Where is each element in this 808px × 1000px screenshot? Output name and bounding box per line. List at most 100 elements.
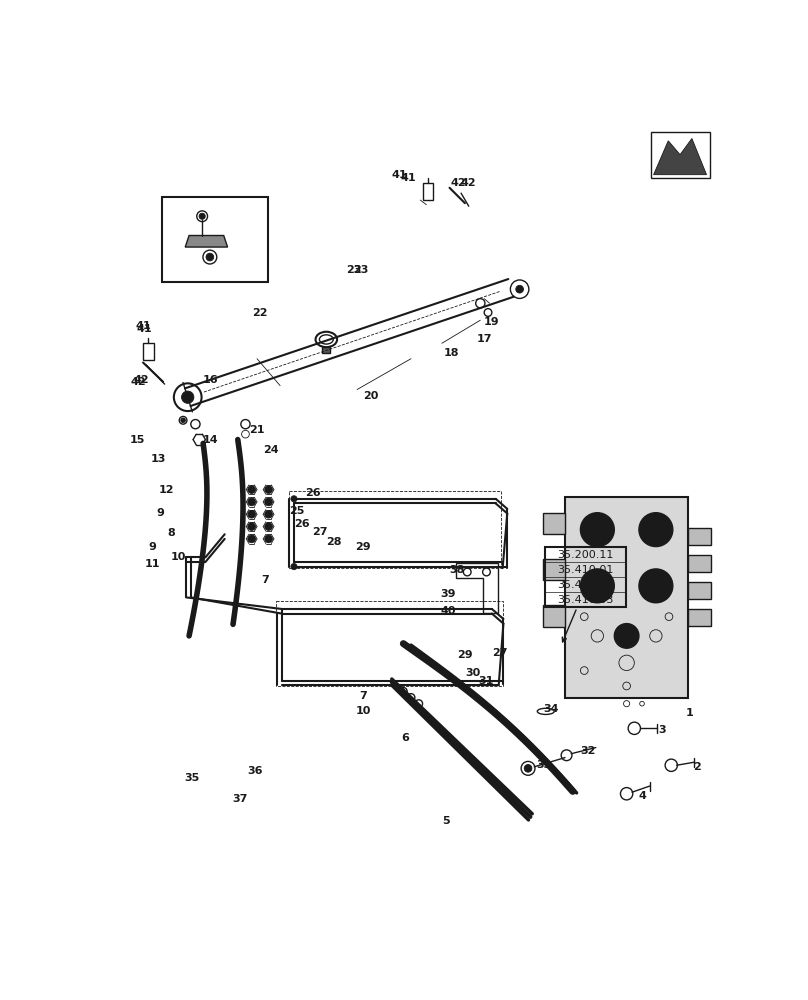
Bar	[544, 605, 565, 627]
Text: 37: 37	[233, 794, 248, 804]
Circle shape	[639, 569, 673, 603]
Polygon shape	[654, 138, 706, 175]
Text: 3: 3	[659, 725, 666, 735]
Circle shape	[265, 535, 272, 543]
Text: 41: 41	[137, 324, 153, 334]
Bar	[544, 513, 565, 534]
Text: 26: 26	[305, 488, 320, 498]
Polygon shape	[185, 235, 228, 247]
Bar	[162, 197, 268, 282]
Text: 9: 9	[156, 508, 164, 518]
Circle shape	[248, 486, 255, 493]
Text: 27: 27	[313, 527, 328, 537]
Text: 14: 14	[203, 435, 219, 445]
Text: 4: 4	[638, 791, 646, 801]
Circle shape	[265, 498, 272, 506]
Circle shape	[265, 523, 272, 530]
Text: 25: 25	[289, 506, 305, 516]
Circle shape	[248, 523, 255, 530]
Text: 35.200.11: 35.200.11	[557, 550, 613, 560]
Bar	[688, 555, 711, 572]
Circle shape	[248, 535, 255, 543]
Text: 7: 7	[360, 691, 367, 701]
Circle shape	[516, 285, 524, 293]
Circle shape	[639, 513, 673, 547]
Text: 10: 10	[356, 706, 371, 716]
Bar	[565, 497, 688, 698]
Circle shape	[199, 213, 205, 219]
Text: 20: 20	[364, 391, 379, 401]
Text: 11: 11	[145, 559, 160, 569]
Text: 8: 8	[167, 528, 175, 538]
Text: 1: 1	[686, 708, 693, 718]
Text: 41: 41	[392, 170, 407, 180]
Circle shape	[524, 764, 532, 772]
Text: 13: 13	[151, 454, 166, 464]
Text: 5: 5	[442, 816, 449, 826]
Bar	[545, 547, 625, 607]
Circle shape	[291, 564, 297, 570]
Text: 39: 39	[440, 589, 456, 599]
Circle shape	[265, 510, 272, 518]
Text: 10: 10	[170, 552, 186, 562]
Circle shape	[580, 513, 614, 547]
Circle shape	[645, 575, 667, 597]
Circle shape	[182, 391, 194, 403]
Circle shape	[265, 486, 272, 493]
Text: 29: 29	[356, 542, 371, 552]
Bar	[650, 132, 709, 178]
Text: 22: 22	[252, 308, 267, 318]
Text: 17: 17	[477, 334, 492, 344]
Text: 28: 28	[326, 537, 342, 547]
Text: 40: 40	[440, 606, 456, 616]
Text: 23: 23	[353, 265, 368, 275]
Circle shape	[291, 496, 297, 502]
Circle shape	[587, 575, 608, 597]
Text: 2: 2	[693, 762, 701, 772]
Text: 15: 15	[130, 435, 145, 445]
Text: 42: 42	[451, 178, 466, 188]
Text: 41: 41	[135, 321, 151, 331]
Text: 33: 33	[536, 760, 551, 770]
Bar	[688, 609, 711, 626]
Text: 42: 42	[461, 178, 477, 188]
Text: 26: 26	[294, 519, 309, 529]
Text: 41: 41	[401, 173, 416, 183]
Text: 23: 23	[347, 265, 362, 275]
Text: 42: 42	[133, 375, 149, 385]
Text: 9: 9	[149, 542, 156, 552]
Text: 27: 27	[492, 648, 507, 658]
Text: 32: 32	[580, 746, 595, 756]
Bar	[423, 183, 433, 200]
Text: 7: 7	[261, 575, 268, 585]
Bar	[289, 491, 501, 568]
Circle shape	[206, 253, 213, 261]
Circle shape	[580, 569, 614, 603]
Bar	[688, 528, 711, 545]
Text: 24: 24	[263, 445, 279, 455]
Text: 19: 19	[484, 317, 499, 327]
Circle shape	[248, 510, 255, 518]
Text: 35.410.03: 35.410.03	[557, 595, 613, 605]
Text: 36: 36	[248, 766, 263, 776]
Text: 16: 16	[203, 375, 219, 385]
Text: 6: 6	[402, 733, 410, 743]
Text: 35.410.01: 35.410.01	[557, 565, 613, 575]
Bar	[688, 582, 711, 599]
Text: 31: 31	[479, 676, 494, 686]
Circle shape	[587, 519, 608, 540]
Text: 18: 18	[444, 348, 459, 358]
Circle shape	[181, 418, 185, 423]
Bar	[322, 347, 330, 353]
Bar	[544, 559, 565, 580]
Text: 35: 35	[184, 773, 200, 783]
Text: 35.410.02: 35.410.02	[557, 580, 613, 590]
Circle shape	[248, 498, 255, 506]
Text: 42: 42	[131, 377, 146, 387]
Bar	[143, 343, 154, 360]
Text: 38: 38	[449, 565, 465, 575]
Text: 21: 21	[250, 425, 265, 435]
Circle shape	[614, 624, 639, 648]
Circle shape	[645, 519, 667, 540]
Bar	[276, 601, 503, 686]
